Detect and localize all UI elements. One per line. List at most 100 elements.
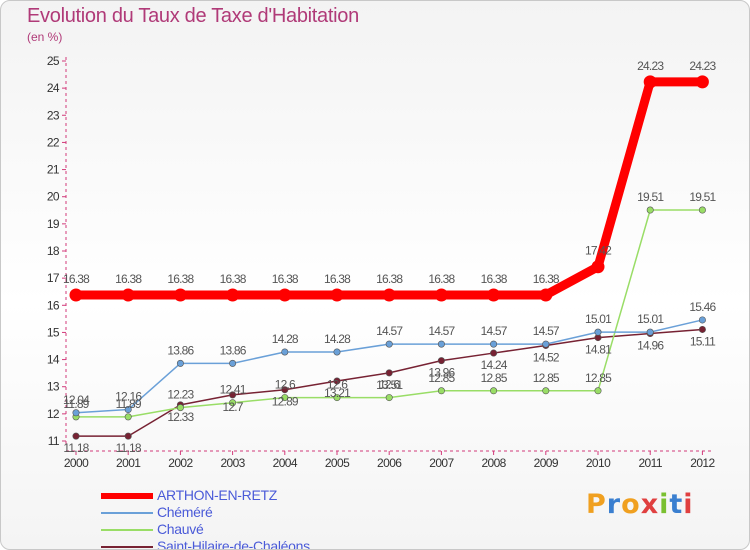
data-point — [278, 288, 292, 302]
data-label: 19.51 — [689, 190, 716, 204]
data-label: 14.96 — [637, 339, 664, 353]
data-point — [698, 206, 706, 214]
data-label: 24.23 — [689, 59, 716, 73]
data-point — [542, 340, 550, 348]
proxiti-logo: Proxiti — [586, 489, 694, 520]
data-label: 16.38 — [115, 272, 142, 286]
data-label: 14.57 — [533, 324, 560, 338]
y-tick-label: 19 — [47, 217, 60, 231]
data-point — [333, 377, 341, 385]
y-tick-label: 25 — [47, 54, 60, 68]
data-label: 14.24 — [481, 358, 508, 372]
data-point — [121, 288, 135, 302]
data-point — [594, 328, 602, 336]
y-tick-label: 13 — [47, 380, 60, 394]
data-label: 16.38 — [272, 272, 299, 286]
x-tick-label: 2010 — [586, 456, 611, 470]
data-point — [382, 288, 396, 302]
data-label: 12.85 — [428, 371, 455, 385]
data-label: 14.81 — [585, 343, 612, 357]
y-tick-label: 17 — [47, 271, 60, 285]
data-label: 16.38 — [167, 272, 194, 286]
data-point — [698, 325, 706, 333]
legend-swatch-chauve — [101, 529, 153, 531]
y-tick-label: 20 — [47, 190, 60, 204]
data-label: 24.23 — [637, 59, 664, 73]
x-tick-label: 2001 — [116, 456, 141, 470]
data-point — [281, 386, 289, 394]
data-label: 16.38 — [481, 272, 508, 286]
data-point — [542, 387, 550, 395]
data-point — [437, 357, 445, 365]
data-label: 13.86 — [220, 343, 247, 357]
logo-letter: i — [683, 489, 694, 520]
data-label: 12.85 — [533, 371, 560, 385]
data-point — [437, 387, 445, 395]
y-tick-label: 15 — [47, 325, 60, 339]
data-label: 15.01 — [585, 312, 612, 326]
logo-letter: P — [586, 489, 607, 520]
y-tick-label: 24 — [47, 81, 60, 95]
data-point — [72, 409, 80, 417]
data-point — [176, 359, 184, 367]
x-tick-label: 2003 — [220, 456, 245, 470]
data-point — [281, 394, 289, 402]
data-point — [173, 288, 187, 302]
data-label: 13.96 — [428, 366, 455, 380]
data-point — [490, 340, 498, 348]
x-tick-label: 2002 — [168, 456, 193, 470]
data-point — [487, 288, 501, 302]
x-tick-label: 2011 — [638, 456, 662, 470]
data-point — [229, 359, 237, 367]
data-point — [490, 387, 498, 395]
data-label: 14.57 — [481, 324, 508, 338]
axes: 11 12 13 14 15 16 17 18 19 20 21 22 23 24 25 2000 2001 20… — [47, 54, 716, 470]
data-label: 16.38 — [376, 272, 403, 286]
data-point — [437, 340, 445, 348]
data-label: 14.28 — [324, 332, 351, 346]
logo-letter: t — [669, 489, 684, 520]
data-label: 16.38 — [324, 272, 351, 286]
data-label: 12.89 — [272, 395, 299, 409]
legend-label-saint-hilaire: Saint-Hilaire-de-Chaléons — [157, 538, 310, 550]
y-tick-label: 14 — [47, 353, 60, 367]
data-label: 15.46 — [689, 300, 716, 314]
data-label: 11.89 — [116, 397, 142, 411]
data-label: 12.41 — [220, 383, 247, 397]
legend-label-chemere: Chéméré — [157, 504, 213, 520]
data-point — [330, 288, 344, 302]
data-label: 12.6 — [379, 378, 400, 392]
data-point — [434, 288, 448, 302]
data-point — [643, 75, 657, 89]
data-label: 15.11 — [690, 334, 716, 348]
legend-swatch-saint-hilaire — [101, 546, 153, 548]
legend-swatch-chemere — [101, 512, 153, 514]
y-unit-label: (en %) — [27, 30, 63, 44]
data-point — [385, 369, 393, 377]
y-tick-label: 11 — [48, 434, 60, 448]
data-point — [281, 348, 289, 356]
x-tick-label: 2012 — [690, 456, 715, 470]
series-line — [76, 77, 703, 300]
y-tick-label: 12 — [47, 407, 60, 421]
data-label: 16.38 — [63, 272, 90, 286]
data-point — [124, 413, 132, 421]
data-label: 14.28 — [272, 332, 299, 346]
data-label: 13.86 — [167, 343, 194, 357]
data-point — [490, 349, 498, 357]
legend-swatch-arthon — [101, 493, 153, 499]
data-point — [226, 288, 240, 302]
logo-letter: r — [606, 489, 622, 520]
x-tick-label: 2000 — [64, 456, 89, 470]
data-label: 12.85 — [585, 371, 612, 385]
x-tick-label: 2007 — [429, 456, 454, 470]
data-point — [72, 432, 80, 440]
data-point — [695, 75, 709, 89]
data-point — [333, 348, 341, 356]
data-point — [176, 404, 184, 412]
data-point — [229, 399, 237, 407]
data-label: 12.04 — [63, 393, 90, 407]
logo-letter: x — [640, 489, 660, 520]
